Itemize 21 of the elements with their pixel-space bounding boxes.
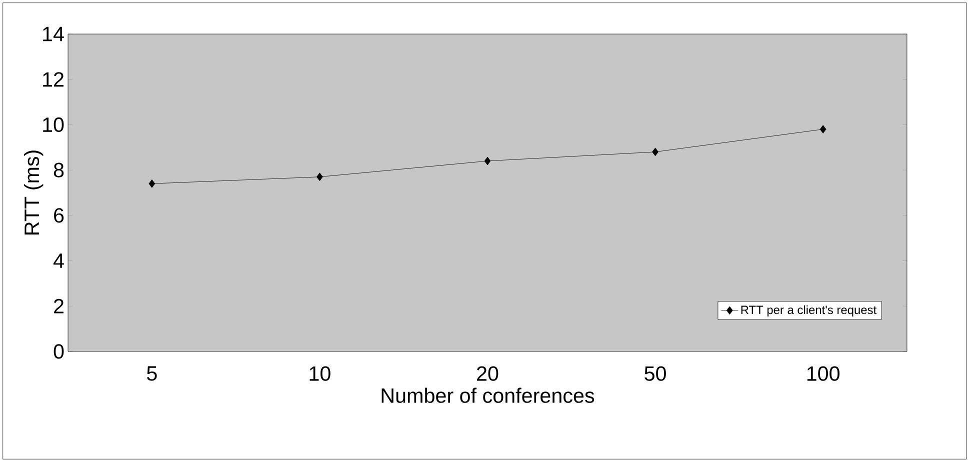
x-tick-label: 20 <box>477 366 498 381</box>
point <box>148 179 156 188</box>
point <box>820 125 826 134</box>
x-tick-label: 10 <box>310 366 330 381</box>
y-tick-label: 14 <box>43 26 64 42</box>
y-tick-label: 6 <box>54 208 64 223</box>
x-tick-label: 100 <box>807 366 840 381</box>
x-tick-label: 5 <box>147 366 157 381</box>
x-tick-label: 50 <box>644 366 666 381</box>
x-axis-title: Number of conferences <box>382 388 594 403</box>
y-tick-label: 2 <box>54 298 64 314</box>
y-tick-label: 12 <box>43 72 64 87</box>
point <box>484 156 491 166</box>
y-tick-label: 0 <box>54 344 64 359</box>
y-axis-title: RTT (ms) <box>24 150 44 234</box>
legend-label: RTT per a client's request <box>741 305 876 317</box>
point <box>652 148 658 156</box>
y-tick-label: 4 <box>53 254 64 268</box>
point <box>316 172 323 182</box>
y-tick-label: 10 <box>43 117 64 132</box>
y-tick-label: 8 <box>54 162 64 178</box>
